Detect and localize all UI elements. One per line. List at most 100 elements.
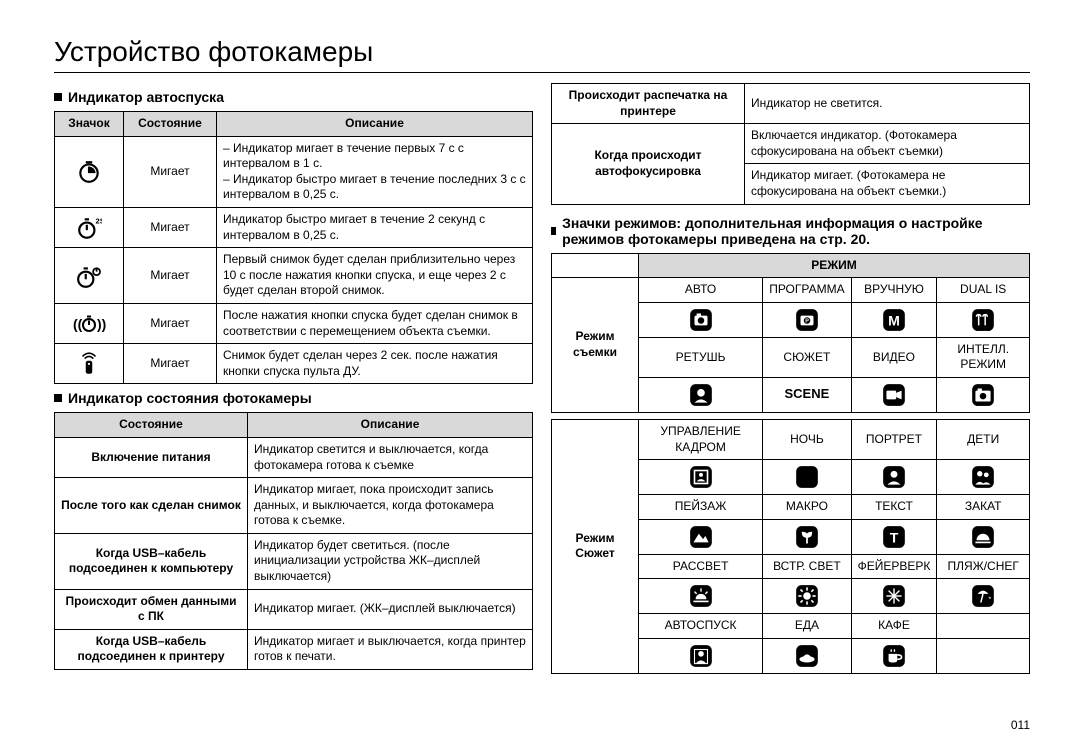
cell: ЕДА [763, 614, 851, 639]
mode-shoot-label: Режим съемки [552, 278, 639, 413]
section-status: Индикатор состояния фотокамеры [54, 390, 533, 406]
cell: Когда USB–кабель подсоединен к компьютер… [55, 533, 248, 589]
blank [552, 253, 639, 278]
cell: ФЕЙЕРВЕРК [851, 554, 937, 579]
cell: Индикатор светится и выключается, когда … [248, 437, 533, 477]
cell: После нажатия кнопки спуска будет сделан… [217, 303, 533, 343]
cell: Индикатор мигает и выключается, когда пр… [248, 629, 533, 669]
cell: НОЧЬ [763, 419, 851, 459]
dualis-icon: DUAL [937, 302, 1030, 337]
manual-icon: M [851, 302, 937, 337]
page-number: 011 [1011, 718, 1030, 732]
table-selftimer: Значок Состояние Описание Мигает – Индик… [54, 111, 533, 384]
video-icon [851, 377, 937, 412]
cell: СЮЖЕТ [763, 337, 851, 377]
text-icon: T [851, 519, 937, 554]
svg-text:((: (( [73, 316, 83, 332]
cell: ВРУЧНУЮ [851, 278, 937, 303]
cell: – Индикатор мигает в течение первых 7 с … [217, 136, 533, 207]
left-column: Индикатор автоспуска Значок Состояние Оп… [54, 83, 533, 674]
cell: Индикатор будет светиться. (после инициа… [248, 533, 533, 589]
th-desc: Описание [248, 413, 533, 438]
cell: ПЛЯЖ/СНЕГ [937, 554, 1030, 579]
svg-text:DUAL: DUAL [976, 327, 990, 333]
cell: Индикатор не светится. [745, 84, 1030, 124]
cafe-icon [851, 638, 937, 673]
timer-double-icon [55, 248, 124, 304]
timer-icon [55, 136, 124, 207]
th-mode: РЕЖИМ [639, 253, 1030, 278]
right-column: Происходит распечатка на принтере Индика… [551, 83, 1030, 674]
cell: Индикатор мигает. (ЖК–дисплей выключаетс… [248, 589, 533, 629]
cell: ЗАКАТ [937, 495, 1030, 520]
children-icon [937, 460, 1030, 495]
beauty-icon [639, 377, 763, 412]
svg-text:2S: 2S [96, 216, 103, 225]
section-modeicons: Значки режимов: дополнительная информаци… [551, 215, 1030, 247]
svg-text:M: M [888, 312, 900, 328]
cell: КАФЕ [851, 614, 937, 639]
svg-text:*: * [989, 595, 992, 604]
cell: ВИДЕО [851, 337, 937, 377]
cell: Мигает [124, 344, 217, 384]
landscape-icon [639, 519, 763, 554]
cell: Индикатор быстро мигает в течение 2 секу… [217, 207, 533, 247]
title-rule [54, 72, 1030, 73]
cell: РЕТУШЬ [639, 337, 763, 377]
cell: РАССВЕТ [639, 554, 763, 579]
svg-text:)): )) [97, 316, 106, 332]
beach-icon: * [937, 579, 1030, 614]
cell: Мигает [124, 248, 217, 304]
timer-motion-icon: (()) [55, 303, 124, 343]
cell: Индикатор мигает, пока происходит запись… [248, 478, 533, 534]
cell [937, 638, 1030, 673]
section-selftimer: Индикатор автоспуска [54, 89, 533, 105]
svg-text:P: P [805, 318, 809, 324]
sunset-icon [937, 519, 1030, 554]
cell: ПОРТРЕТ [851, 419, 937, 459]
cell: Происходит обмен данными с ПК [55, 589, 248, 629]
cell: Мигает [124, 136, 217, 207]
night-icon [763, 460, 851, 495]
program-icon: P [763, 302, 851, 337]
cell: АВТОСПУСК [639, 614, 763, 639]
cell: УПРАВЛЕНИЕ КАДРОМ [639, 419, 763, 459]
smart-icon: SMART [937, 377, 1030, 412]
cell: Мигает [124, 207, 217, 247]
cell: ПЕЙЗАЖ [639, 495, 763, 520]
cell: Когда USB–кабель подсоединен к принтеру [55, 629, 248, 669]
mode-scene-label: Режим Сюжет [552, 419, 639, 673]
th-state: Состояние [55, 413, 248, 438]
th-icon: Значок [55, 112, 124, 137]
cell: ДЕТИ [937, 419, 1030, 459]
table-status: Состояние Описание Включение питанияИнди… [54, 412, 533, 670]
cell: МАКРО [763, 495, 851, 520]
cell: ИНТЕЛЛ. РЕЖИМ [937, 337, 1030, 377]
table-modes: РЕЖИМ Режим съемки АВТО ПРОГРАММА ВРУЧНУ… [551, 253, 1030, 674]
dawn-icon [639, 579, 763, 614]
frameguide-icon [639, 460, 763, 495]
svg-text:SMART: SMART [976, 402, 991, 407]
cell: Происходит распечатка на принтере [552, 84, 745, 124]
cell: ТЕКСТ [851, 495, 937, 520]
cell: DUAL IS [937, 278, 1030, 303]
cell: Индикатор мигает. (Фотокамера не сфокуси… [745, 164, 1030, 204]
remote-icon [55, 344, 124, 384]
food-icon [763, 638, 851, 673]
cell: ПРОГРАММА [763, 278, 851, 303]
cell: Включается индикатор. (Фотокамера сфокус… [745, 124, 1030, 164]
page-title: Устройство фотокамеры [54, 36, 1030, 68]
portrait-icon [851, 460, 937, 495]
cell [937, 614, 1030, 639]
firework-icon [851, 579, 937, 614]
table-status2: Происходит распечатка на принтере Индика… [551, 83, 1030, 205]
cell: Когда происходит автофокусировка [552, 124, 745, 204]
cell: Первый снимок будет сделан приблизительн… [217, 248, 533, 304]
cell: ВСТР. СВЕТ [763, 554, 851, 579]
timer-2s-icon: 2S [55, 207, 124, 247]
svg-text:T: T [890, 529, 899, 545]
backlight-icon [763, 579, 851, 614]
th-desc: Описание [217, 112, 533, 137]
macro-icon [763, 519, 851, 554]
th-state: Состояние [124, 112, 217, 137]
